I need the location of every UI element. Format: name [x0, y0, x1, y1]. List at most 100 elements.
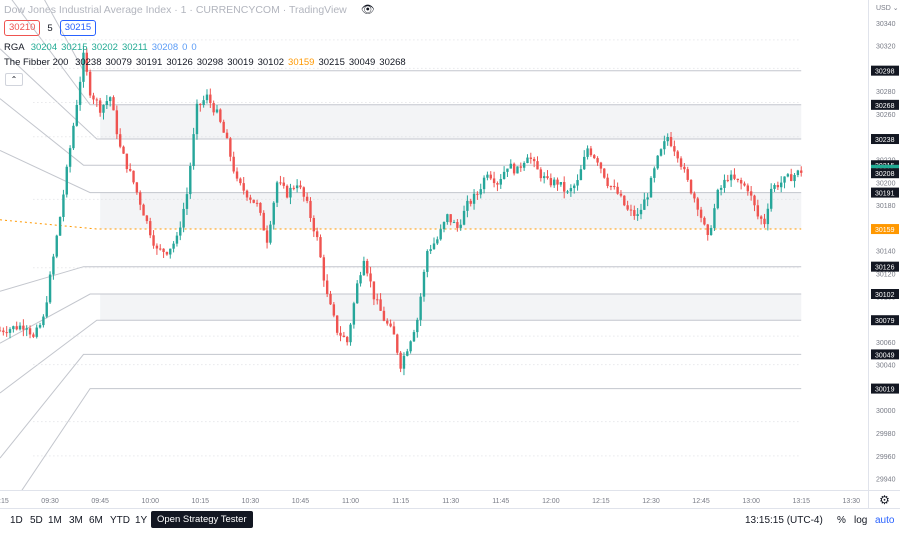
fib-band	[100, 104, 802, 140]
candle-body	[292, 187, 295, 189]
candle-body	[709, 228, 713, 235]
candle-body	[446, 214, 449, 223]
candle-body	[583, 156, 586, 170]
candle	[195, 99, 199, 140]
candle-body	[546, 176, 549, 179]
candle-body	[88, 71, 92, 96]
candle	[335, 315, 339, 336]
timeframe-1d[interactable]: 1D	[10, 515, 23, 526]
time-axis[interactable]: 09:15 09:30 09:45 10:00 10:15 10:30 10:45 11:00…	[0, 490, 868, 508]
clock[interactable]: 13:15:15 (UTC-4)	[745, 515, 823, 526]
candle-body	[329, 293, 332, 305]
candle-body	[456, 222, 459, 228]
candle-body	[566, 191, 569, 193]
fib-level-label-text: 30238	[875, 137, 895, 144]
timeframe-6m[interactable]: 6M	[89, 515, 103, 526]
candle	[739, 177, 743, 190]
candle	[392, 321, 396, 335]
candle-body	[406, 351, 409, 356]
timeframe-5d[interactable]: 5D	[30, 515, 43, 526]
fib-level-line	[0, 266, 802, 292]
fibber-value: 30238	[75, 57, 102, 68]
candle	[800, 166, 803, 177]
candle	[546, 170, 549, 180]
candle	[416, 317, 419, 338]
collapse-legend-button[interactable]: ⌃	[5, 73, 23, 86]
candle-body	[696, 198, 699, 210]
candle	[619, 190, 623, 198]
candle-body	[502, 171, 506, 179]
eye-hidden-icon[interactable]: 👁︎	[360, 4, 375, 16]
candlestick-chart[interactable]	[0, 0, 868, 490]
percent-toggle[interactable]: %	[837, 515, 846, 526]
candle-body	[279, 182, 282, 184]
candle	[272, 201, 275, 230]
sell-button[interactable]: 30210	[4, 20, 41, 36]
candle-body	[68, 148, 72, 167]
candle	[563, 176, 566, 199]
candle-body	[205, 94, 209, 101]
candle	[275, 180, 279, 208]
candle	[629, 204, 633, 217]
candle	[679, 156, 683, 170]
fibber-value: 30049	[348, 57, 376, 68]
timeframe-ytd[interactable]: YTD	[110, 515, 130, 526]
timeframe-1m[interactable]: 1M	[48, 515, 62, 526]
candle-body	[232, 156, 235, 172]
candle-body	[122, 146, 125, 154]
fib-level-label-text: 30268	[875, 103, 895, 110]
bottom-toolbar: 1D 5D 1M 3M 6M YTD 1Y 13:15:15 (UTC-4) %…	[0, 508, 900, 533]
rga-legend[interactable]: RGA 30204 30215 30202 30211 30208 0 0	[4, 42, 197, 53]
fib-level-label-text: 30159	[875, 227, 895, 234]
candle	[536, 156, 539, 170]
candle-body	[48, 274, 52, 303]
candle	[85, 48, 88, 76]
candle-body	[149, 221, 152, 236]
candle	[292, 185, 295, 191]
candle	[673, 140, 676, 157]
candle-body	[496, 183, 499, 185]
timeframe-3m[interactable]: 3M	[69, 515, 83, 526]
candle-body	[392, 326, 396, 335]
candle-body	[356, 283, 359, 304]
candle	[452, 219, 456, 224]
buy-button[interactable]: 30215	[59, 20, 97, 36]
candle-body	[352, 303, 356, 325]
candle-body	[262, 212, 265, 231]
candle	[566, 189, 569, 194]
candle-body	[776, 185, 780, 188]
candle	[502, 166, 506, 180]
y-tick-label: 29940	[876, 477, 896, 484]
y-tick-label: 30260	[876, 112, 896, 119]
fib-level-label-bg	[871, 134, 899, 145]
candle	[626, 200, 629, 211]
candle-body	[623, 195, 626, 206]
candle	[659, 148, 663, 157]
auto-toggle[interactable]: auto	[875, 515, 895, 526]
open-strategy-tester-tooltip[interactable]: Open Strategy Tester	[151, 511, 253, 528]
candle-body	[332, 304, 336, 316]
candle	[676, 150, 679, 163]
fib-level-label-bg	[871, 383, 899, 394]
chart-area[interactable]	[0, 0, 868, 490]
fibber-value: 30215	[318, 57, 345, 68]
candle-body	[489, 174, 492, 179]
candle-body	[422, 271, 426, 297]
settings-icon[interactable]: ⚙	[868, 490, 900, 508]
candle-body	[222, 121, 225, 133]
x-tick-label: 11:00	[342, 498, 359, 505]
candle	[175, 231, 179, 247]
x-tick-label: 10:15	[192, 498, 210, 505]
candle-body	[78, 81, 82, 105]
price-scale[interactable]: USD ⌄29940299602998030000300403006030100…	[868, 0, 900, 490]
timeframe-1y[interactable]: 1Y	[135, 515, 148, 526]
candle-body	[369, 273, 372, 282]
log-toggle[interactable]: log	[854, 515, 868, 526]
candle	[65, 164, 68, 198]
fibber-value: 30079	[105, 57, 132, 68]
fibber-legend[interactable]: The Fibber 200 30238 30079 30191 30126 30298…	[4, 57, 406, 68]
candle-body	[573, 185, 576, 189]
candle-body	[713, 208, 716, 229]
candle-body	[726, 179, 729, 181]
candle-body	[132, 170, 135, 183]
